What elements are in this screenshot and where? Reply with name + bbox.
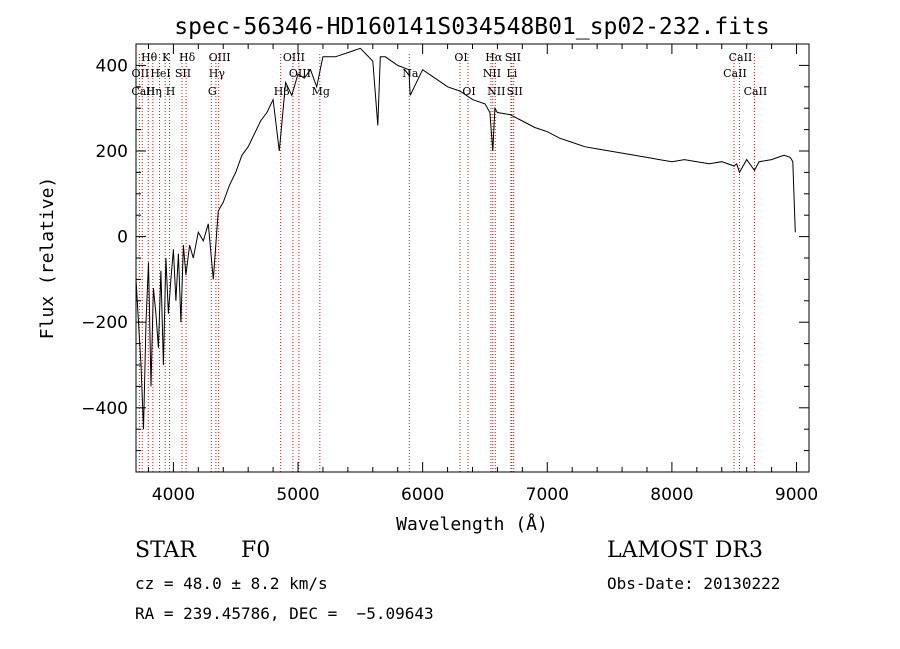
line-marker-label: Hθ	[141, 51, 158, 64]
line-marker-label: OII	[132, 67, 150, 80]
line-marker-label: NII	[487, 85, 505, 98]
line-marker-label: G	[208, 85, 217, 98]
line-marker-label: CaII	[131, 85, 155, 98]
line-marker-label: H	[166, 85, 176, 98]
line-marker-label: Hδ	[179, 51, 196, 64]
y-tick-label: 400	[96, 56, 128, 76]
y-tick-label: 0	[117, 228, 128, 248]
line-marker-label: NII	[483, 67, 501, 80]
x-tick-label: 7000	[526, 485, 569, 505]
line-marker-label: SII	[507, 85, 523, 98]
line-marker-label: SII	[175, 67, 191, 80]
coordinates: RA = 239.45786, DEC = −5.09643	[135, 604, 434, 623]
chart-title: spec-56346-HD160141S034548B01_sp02-232.f…	[174, 14, 769, 40]
object-class: STAR	[135, 538, 196, 563]
survey-name: LAMOST DR3	[607, 538, 763, 563]
line-marker-label: Hα	[485, 51, 503, 64]
observation-date: Obs-Date: 20130222	[607, 574, 781, 593]
line-marker-label: Na	[402, 67, 419, 80]
line-marker-label: Hγ	[209, 67, 226, 80]
x-tick-label: 5000	[276, 485, 319, 505]
line-marker-label: OIII	[209, 51, 231, 64]
plot-frame	[135, 43, 810, 473]
line-marker-label: K	[162, 51, 171, 64]
line-marker-label: CaII	[723, 67, 747, 80]
spectrum-line	[135, 47, 796, 430]
y-tick-label: −400	[81, 399, 128, 419]
spectrum-chart: spec-56346-HD160141S034548B01_sp02-232.f…	[37, 14, 818, 535]
subclass: F0	[241, 538, 271, 563]
redshift-cz: cz = 48.0 ± 8.2 km/s	[135, 574, 328, 593]
y-axis-ticks: −400 −200 0 200 400	[81, 43, 809, 452]
x-tick-label: 9000	[775, 485, 818, 505]
line-marker-label: CaII	[729, 51, 753, 64]
x-tick-label: 4000	[152, 485, 195, 505]
x-tick-label: 8000	[650, 485, 693, 505]
line-marker-label: OI	[462, 85, 475, 98]
line-marker-label: Mg	[312, 85, 330, 98]
x-axis-label: Wavelength (Å)	[396, 513, 548, 535]
line-marker-label: Li	[506, 67, 517, 80]
x-axis-ticks: 4000 5000 6000 7000 8000 9000	[147, 44, 818, 505]
y-axis-label: Flux (relative)	[37, 177, 58, 340]
x-tick-label: 6000	[401, 485, 444, 505]
line-marker-label: OIII	[283, 51, 305, 64]
line-marker-label: SII	[505, 51, 521, 64]
line-marker-label: Hη	[146, 85, 162, 98]
y-tick-label: 200	[96, 142, 128, 162]
line-marker-label: HeI	[150, 67, 170, 80]
y-tick-label: −200	[81, 313, 128, 333]
line-marker-label: OI	[454, 51, 467, 64]
line-marker-label: CaII	[744, 85, 768, 98]
line-marker-label: Hβ	[274, 85, 290, 98]
